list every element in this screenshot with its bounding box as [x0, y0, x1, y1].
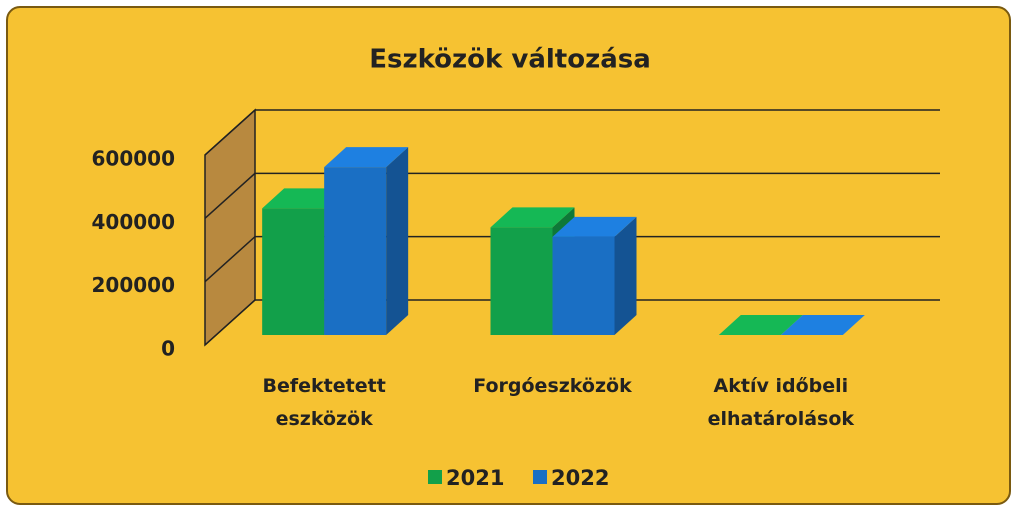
bar-front: [324, 167, 387, 335]
bar-top: [324, 147, 409, 168]
y-tick-label: 0: [161, 337, 175, 361]
grid-line-side: [204, 236, 256, 283]
bar-top: [780, 315, 865, 335]
legend-label: 2022: [551, 466, 609, 490]
bar: [552, 216, 637, 335]
side-wall: [204, 108, 256, 347]
bar-top: [718, 315, 803, 335]
bar: [780, 315, 865, 335]
y-tick-label: 200000: [92, 273, 176, 297]
bar-side: [614, 216, 637, 335]
y-tick-label: 600000: [92, 147, 176, 171]
bar: [718, 315, 803, 335]
bar-front: [262, 208, 325, 335]
legend-swatch: [533, 470, 547, 484]
x-tick-label: Aktív időbeli elhatárolások: [707, 375, 855, 430]
bar-top: [490, 207, 575, 228]
bar-front: [552, 236, 615, 335]
bar-top: [552, 216, 637, 237]
bar-front: [490, 227, 553, 335]
x-tick-label: Befektetett eszközök: [262, 375, 386, 430]
grid-line-side: [204, 172, 256, 219]
legend-label: 2021: [446, 466, 504, 490]
x-tick-label: Forgóeszközök: [473, 375, 632, 397]
bar: [324, 147, 409, 335]
chart-title: Eszközök változása: [369, 45, 651, 75]
bar-side: [386, 147, 409, 335]
legend-swatch: [428, 470, 442, 484]
grid-line-side: [204, 109, 256, 156]
y-tick-label: 400000: [92, 210, 176, 234]
grid-line-side: [204, 299, 256, 346]
